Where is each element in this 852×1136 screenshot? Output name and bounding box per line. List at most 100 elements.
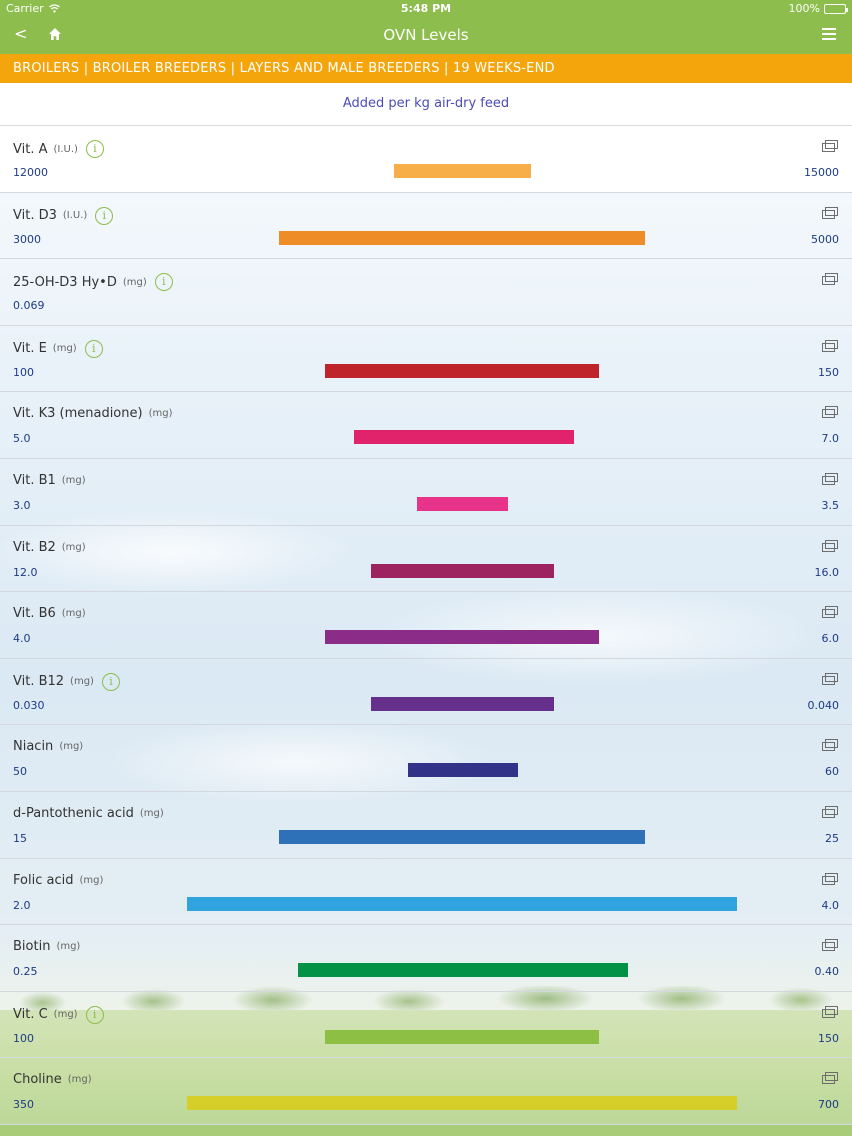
expand-details-icon[interactable] bbox=[822, 739, 838, 752]
expand-details-icon[interactable] bbox=[822, 273, 838, 286]
vitamin-row[interactable]: Folic acid (mg) 2.0 4.0 bbox=[0, 859, 852, 926]
hamburger-menu-icon[interactable] bbox=[822, 28, 836, 40]
range-bar bbox=[408, 763, 518, 778]
expand-details-icon[interactable] bbox=[822, 539, 838, 552]
info-icon[interactable]: i bbox=[85, 140, 104, 158]
vitamin-name-label: Vit. B6 bbox=[13, 606, 56, 622]
range-bar bbox=[325, 363, 599, 378]
vitamin-unit: (mg) bbox=[122, 276, 147, 288]
background-treeline bbox=[0, 986, 852, 1014]
vitamin-row[interactable]: 25-OH-D3 Hy•D (mg) i 0.069 bbox=[0, 259, 852, 326]
vitamin-row[interactable]: Vit. C (mg) i 100 150 bbox=[0, 992, 852, 1059]
vitamin-row[interactable]: Vit. B2 (mg) 12.0 16.0 bbox=[0, 526, 852, 593]
vitamin-name-label: Vit. B12 bbox=[13, 674, 65, 690]
vitamin-name-label: Vit. D3 bbox=[13, 208, 57, 224]
range-bar bbox=[279, 829, 645, 844]
vitamin-unit: (I.U.) bbox=[53, 143, 78, 155]
expand-details-icon[interactable] bbox=[822, 1072, 838, 1085]
range-bar bbox=[325, 630, 599, 645]
expand-details-icon[interactable] bbox=[822, 206, 838, 219]
vitamin-unit: (mg) bbox=[56, 941, 81, 953]
status-bar: Carrier 5:48 PM 100% bbox=[0, 0, 852, 18]
vitamin-unit: (mg) bbox=[70, 676, 94, 688]
battery-percentage: 100% bbox=[788, 2, 820, 15]
max-value: 5000 bbox=[811, 232, 839, 246]
category-bar: BROILERS | BROILER BREEDERS | LAYERS AND… bbox=[0, 54, 852, 83]
min-value: 0.069 bbox=[13, 299, 45, 313]
range-bar bbox=[371, 563, 554, 578]
vitamin-row[interactable]: Choline (mg) 350 700 bbox=[0, 1058, 852, 1125]
expand-details-icon[interactable] bbox=[822, 872, 838, 885]
min-value: 4.0 bbox=[13, 632, 31, 646]
status-time: 5:48 PM bbox=[400, 2, 452, 15]
max-value: 0.040 bbox=[807, 698, 840, 712]
max-value: 0.40 bbox=[814, 965, 840, 979]
expand-details-icon[interactable] bbox=[822, 939, 838, 952]
vitamin-row[interactable]: Vit. B1 (mg) 3.0 3.5 bbox=[0, 459, 852, 526]
vitamin-name: Vit. B12 (mg) i bbox=[13, 672, 120, 691]
vitamin-unit: (mg) bbox=[61, 541, 86, 553]
vitamin-name: d-Pantothenic acid (mg) bbox=[13, 806, 164, 821]
wifi-icon bbox=[49, 4, 61, 13]
min-value: 50 bbox=[13, 765, 27, 779]
battery-status: 100% bbox=[788, 2, 848, 15]
max-value: 7.0 bbox=[821, 432, 840, 446]
info-icon[interactable]: i bbox=[154, 273, 173, 292]
info-icon[interactable]: i bbox=[84, 339, 103, 358]
min-value: 3000 bbox=[13, 232, 41, 246]
max-value: 700 bbox=[818, 1098, 839, 1112]
vitamin-unit: (I.U.) bbox=[62, 210, 88, 222]
info-icon[interactable]: i bbox=[95, 206, 114, 225]
back-button[interactable]: < bbox=[14, 24, 28, 43]
range-bar bbox=[354, 430, 574, 445]
expand-details-icon[interactable] bbox=[822, 140, 838, 152]
vitamin-unit: (mg) bbox=[139, 807, 164, 819]
vitamin-name-label: 25-OH-D3 Hy•D bbox=[13, 274, 117, 290]
vitamin-row[interactable]: Vit. K3 (menadione) (mg) 5.0 7.0 bbox=[0, 392, 852, 459]
vitamin-unit: (mg) bbox=[61, 474, 86, 486]
vitamin-row[interactable]: Biotin (mg) 0.25 0.40 bbox=[0, 925, 852, 992]
min-value: 350 bbox=[13, 1098, 34, 1112]
vitamin-row[interactable]: d-Pantothenic acid (mg) 15 25 bbox=[0, 792, 852, 859]
min-value: 5.0 bbox=[13, 432, 31, 446]
min-value: 0.25 bbox=[13, 965, 38, 979]
max-value: 15000 bbox=[804, 166, 839, 179]
range-bar bbox=[279, 230, 645, 245]
vitamin-name-label: Vit. C bbox=[13, 1007, 48, 1023]
vitamin-name: Niacin (mg) bbox=[13, 739, 83, 754]
max-value: 3.5 bbox=[821, 498, 840, 512]
vitamin-name-label: Folic acid bbox=[13, 872, 74, 888]
vitamin-row[interactable]: Vit. A (I.U.) i 12000 15000 bbox=[0, 126, 852, 193]
info-icon[interactable]: i bbox=[85, 1005, 104, 1024]
vitamin-name-label: Vit. E bbox=[13, 341, 47, 357]
vitamin-unit: (mg) bbox=[79, 874, 104, 886]
vitamin-name: Folic acid (mg) bbox=[13, 873, 103, 888]
min-value: 100 bbox=[13, 1031, 34, 1045]
vitamin-name: Vit. K3 (menadione) (mg) bbox=[13, 406, 172, 421]
vitamin-row[interactable]: Vit. B6 (mg) 4.0 6.0 bbox=[0, 592, 852, 659]
vitamin-unit: (mg) bbox=[59, 741, 84, 753]
carrier-label: Carrier bbox=[6, 2, 61, 15]
expand-details-icon[interactable] bbox=[822, 339, 838, 352]
expand-details-icon[interactable] bbox=[822, 672, 838, 685]
min-value: 2.0 bbox=[13, 898, 31, 912]
vitamin-name-label: Vit. B2 bbox=[13, 539, 56, 555]
range-bar bbox=[417, 496, 508, 511]
max-value: 16.0 bbox=[814, 565, 840, 579]
expand-details-icon[interactable] bbox=[822, 805, 838, 818]
vitamin-name: 25-OH-D3 Hy•D (mg) i bbox=[13, 273, 173, 292]
vitamin-row[interactable]: Niacin (mg) 50 60 bbox=[0, 725, 852, 792]
info-icon[interactable]: i bbox=[101, 672, 120, 691]
vitamin-row[interactable]: Vit. D3 (I.U.) i 3000 5000 bbox=[0, 193, 852, 260]
vitamin-list: Vit. A (I.U.) i 12000 15000 Vit. D3 (I.U.) i 300… bbox=[0, 126, 852, 1125]
vitamin-name-label: Vit. B1 bbox=[13, 472, 56, 488]
vitamin-name-label: Choline bbox=[13, 1072, 62, 1088]
vitamin-row[interactable]: Vit. E (mg) i 100 150 bbox=[0, 326, 852, 393]
expand-details-icon[interactable] bbox=[822, 606, 838, 619]
expand-details-icon[interactable] bbox=[822, 472, 838, 485]
vitamin-row[interactable]: Vit. B12 (mg) i 0.030 0.040 bbox=[0, 659, 852, 726]
expand-details-icon[interactable] bbox=[822, 406, 838, 419]
vitamin-unit: (mg) bbox=[61, 608, 86, 620]
expand-details-icon[interactable] bbox=[822, 1005, 838, 1018]
home-icon[interactable] bbox=[48, 27, 62, 41]
